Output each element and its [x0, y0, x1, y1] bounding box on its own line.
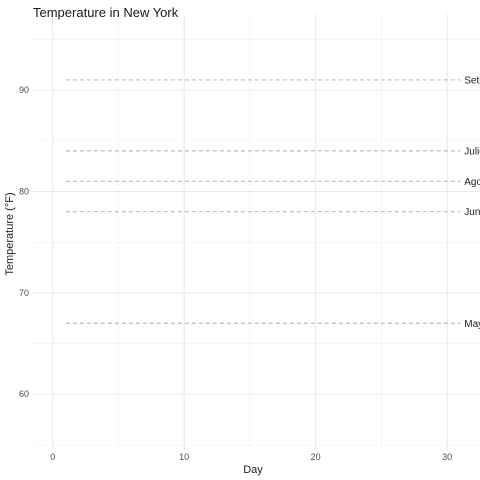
y-axis-label: Temperature (°F) — [4, 192, 16, 275]
grid — [33, 14, 480, 450]
x-tick-label: 20 — [311, 452, 321, 462]
series-label: Julio — [464, 146, 480, 157]
y-tick-label: 60 — [19, 389, 29, 399]
y-tick-label: 90 — [19, 85, 29, 95]
y-tick-label: 70 — [19, 288, 29, 298]
chart-title: Temperature in New York — [33, 5, 179, 20]
series-label: Agosto — [464, 177, 480, 188]
tick-labels: 0 10 20 30 60 70 80 90 — [19, 85, 452, 462]
series-lines: Mayo Junio Agosto Julio Setiembre — [66, 75, 480, 329]
series-label: Junio — [464, 207, 480, 218]
x-tick-label: 30 — [442, 452, 452, 462]
series-label: Setiembre — [464, 75, 480, 86]
x-axis-label: Day — [243, 464, 263, 476]
x-tick-label: 10 — [179, 452, 189, 462]
x-tick-label: 0 — [50, 452, 55, 462]
y-tick-label: 80 — [19, 186, 29, 196]
series-label: Mayo — [464, 319, 480, 330]
